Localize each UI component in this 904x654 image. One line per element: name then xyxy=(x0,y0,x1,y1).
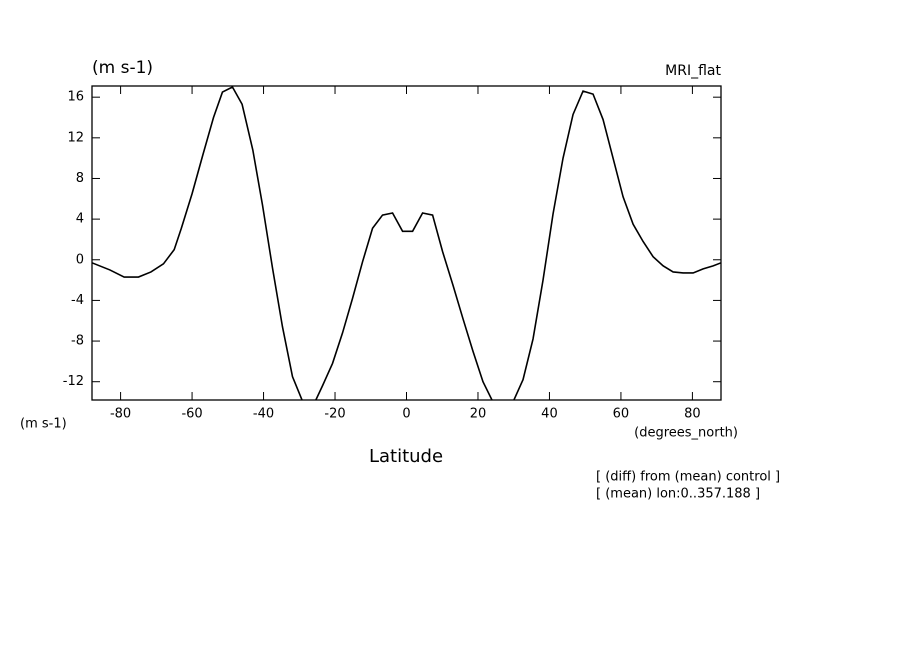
x-tick-label: -20 xyxy=(324,407,345,422)
x-tick-label: -60 xyxy=(181,407,202,422)
x-axis-title: Latitude xyxy=(369,446,443,467)
y-tick-label: 8 xyxy=(76,171,84,186)
y-tick-label: 12 xyxy=(67,130,84,145)
x-tick-label: 0 xyxy=(402,407,410,422)
x-tick-label: 20 xyxy=(470,407,487,422)
x-tick-label: -40 xyxy=(253,407,274,422)
y-tick-label: 0 xyxy=(76,252,84,267)
y-tick-label: 16 xyxy=(67,90,84,105)
y-tick-label: 4 xyxy=(76,212,84,227)
y-unit-label: (m s-1) xyxy=(92,58,153,78)
x-unit-label: (degrees_north) xyxy=(634,426,738,441)
x-tick-label: 80 xyxy=(684,407,701,422)
y-unit-label-bottom: (m s-1) xyxy=(20,417,67,432)
x-tick-label: 60 xyxy=(613,407,630,422)
annotation: [ (mean) lon:0..357.188 ] xyxy=(596,487,760,502)
y-tick-label: -4 xyxy=(71,293,84,308)
chart-title: MRI_flat xyxy=(665,63,721,79)
y-tick-label: -8 xyxy=(71,334,84,349)
y-tick-label: -12 xyxy=(63,374,84,389)
data-line xyxy=(92,86,721,400)
x-tick-label: 40 xyxy=(541,407,558,422)
x-tick-label: -80 xyxy=(110,407,131,422)
annotation: [ (diff) from (mean) control ] xyxy=(596,470,780,485)
